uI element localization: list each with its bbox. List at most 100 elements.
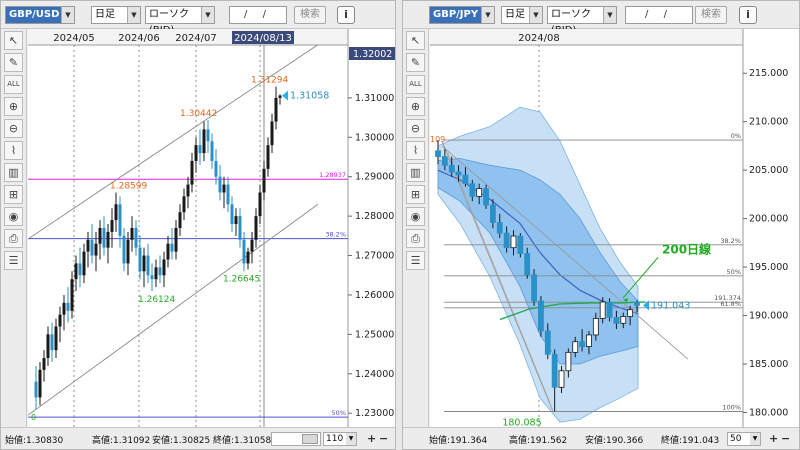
symbol-select[interactable]: GBP/JPY ▼ xyxy=(429,6,495,24)
chevron-down-icon: ▼ xyxy=(603,7,616,23)
zoom-out-icon[interactable]: ⊖ xyxy=(4,119,23,138)
search-button[interactable]: 検索 xyxy=(294,6,326,24)
zoom-in-icon[interactable]: + xyxy=(367,432,377,445)
candle-body xyxy=(154,267,158,280)
indicator-icon[interactable]: ⌇ xyxy=(406,141,425,160)
candle-body xyxy=(510,235,517,249)
candle-body xyxy=(441,156,448,166)
pointer-icon[interactable]: ↖ xyxy=(406,31,425,50)
close-price: 終値:1.31058 xyxy=(213,436,272,446)
zoom-in-icon[interactable]: ⊕ xyxy=(4,97,23,116)
candle-body xyxy=(206,129,210,142)
y-tick-label: 215.000 xyxy=(749,68,788,79)
chart-style-select[interactable]: ローソク(BID)▼ xyxy=(547,6,617,36)
list-icon[interactable]: ☰ xyxy=(4,251,23,270)
candle-body xyxy=(531,274,537,302)
horizontal-level-label: 50% xyxy=(727,268,741,276)
chevron-down-icon: ▼ xyxy=(61,7,74,23)
price-annotation: 1.31294 xyxy=(251,75,288,85)
open-price: 始値:191.364 xyxy=(429,436,488,446)
y-tick-label: 1.25000 xyxy=(355,329,394,340)
status-bar: 始値:1.30830 高値:1.31092 安値:1.30825 終値:1.31… xyxy=(1,427,395,449)
price-annotation: 1.30442 xyxy=(180,109,217,119)
candle-body xyxy=(620,316,627,324)
candle-body xyxy=(262,168,266,193)
zoom-out-icon[interactable]: − xyxy=(781,432,791,445)
grid-icon[interactable]: ⊞ xyxy=(4,185,23,204)
pointer-icon[interactable]: ↖ xyxy=(4,31,23,50)
bars-icon[interactable]: ▥ xyxy=(4,163,23,182)
candle-body xyxy=(122,235,126,264)
candle-body xyxy=(218,176,222,193)
zoom-select[interactable]: 110 ▼ xyxy=(323,432,357,446)
date-input[interactable]: / / xyxy=(229,6,287,24)
print-icon[interactable]: ⎙ xyxy=(4,229,23,248)
candle-body xyxy=(38,369,42,398)
candle-body xyxy=(170,243,174,252)
zoom-select[interactable]: 50 ▼ xyxy=(727,432,761,446)
candle-body xyxy=(599,301,606,319)
toolbar: GBP/JPY▼ 日足▼ ローソク(BID)▼ / / 検索 i xyxy=(403,1,799,36)
candle-body xyxy=(74,263,78,280)
indicator-icon[interactable]: ⌇ xyxy=(4,141,23,160)
zoom-out-icon[interactable]: ⊖ xyxy=(406,119,425,138)
y-tick-label: 210.000 xyxy=(749,117,788,128)
y-tick-label: 190.000 xyxy=(749,311,788,322)
eye-icon[interactable]: ◉ xyxy=(406,207,425,226)
y-tick-label: 1.29000 xyxy=(355,172,394,183)
symbol-select[interactable]: GBP/USD ▼ xyxy=(5,6,75,24)
grid-icon[interactable]: ⊞ xyxy=(406,185,425,204)
eye-icon[interactable]: ◉ xyxy=(4,207,23,226)
x-tick-label: 2024/07 xyxy=(175,33,217,44)
y-tick-label: 1.26000 xyxy=(355,290,394,301)
candle-body xyxy=(503,232,510,249)
chevron-down-icon: ▼ xyxy=(346,433,356,445)
candle-body xyxy=(558,370,565,388)
candle-body xyxy=(54,326,58,351)
open-price: 始値:1.30830 xyxy=(5,436,64,446)
all-pen-icon[interactable]: ALL xyxy=(406,75,425,94)
pen-icon[interactable]: ✎ xyxy=(406,53,425,72)
candle-body xyxy=(106,231,110,248)
timeframe-select[interactable]: 日足 ▼ xyxy=(91,6,141,24)
candle-body xyxy=(627,309,634,317)
candle-body xyxy=(592,318,599,336)
print-icon[interactable]: ⎙ xyxy=(406,229,425,248)
horizontal-scrollbar[interactable] xyxy=(271,432,321,446)
candle-body xyxy=(178,212,182,228)
candle-body xyxy=(198,145,202,154)
candle-body xyxy=(222,184,226,193)
gbpjpy-chart[interactable]: 2024/08 180.000 185.000 190.000 195.000 200.0… xyxy=(430,29,799,428)
gbpusd-chart[interactable]: 2024/05 2024/06 2024/07 2024/08/13 1.23000 1.… xyxy=(28,29,395,428)
list-icon[interactable]: ☰ xyxy=(406,251,425,270)
zoom-out-icon[interactable]: − xyxy=(379,432,389,445)
candle-body xyxy=(70,279,74,311)
low-price: 安値:190.366 xyxy=(585,436,644,446)
zoom-in-icon[interactable]: + xyxy=(769,432,779,445)
pen-icon[interactable]: ✎ xyxy=(4,53,23,72)
chart-style-select[interactable]: ローソク(BID)▼ xyxy=(145,6,215,36)
scroll-thumb[interactable] xyxy=(302,434,318,444)
candle-body xyxy=(190,160,194,185)
candle-body xyxy=(42,358,46,370)
candle-body xyxy=(435,150,441,157)
channel-line xyxy=(28,44,319,240)
bars-icon[interactable]: ▥ xyxy=(406,163,425,182)
y-tick-label: 205.000 xyxy=(749,165,788,176)
info-icon[interactable]: i xyxy=(337,6,355,24)
candle-body xyxy=(565,351,572,372)
candle-body xyxy=(246,251,250,264)
zoom-in-icon[interactable]: ⊕ xyxy=(406,97,425,116)
candle-body xyxy=(544,330,551,355)
info-icon[interactable]: i xyxy=(739,6,757,24)
all-pen-icon[interactable]: ALL xyxy=(4,75,23,94)
timeframe-select[interactable]: 日足 ▼ xyxy=(501,6,543,24)
top-price-label: 1.32002 xyxy=(353,49,392,60)
zoom-value: 50 xyxy=(730,434,742,444)
date-input[interactable]: / / xyxy=(625,6,693,24)
trend-line xyxy=(447,152,551,403)
x-tick-label: 2024/06 xyxy=(118,33,160,44)
trend-line xyxy=(441,145,689,360)
search-button[interactable]: 検索 xyxy=(695,6,727,24)
candle-body xyxy=(166,243,170,260)
